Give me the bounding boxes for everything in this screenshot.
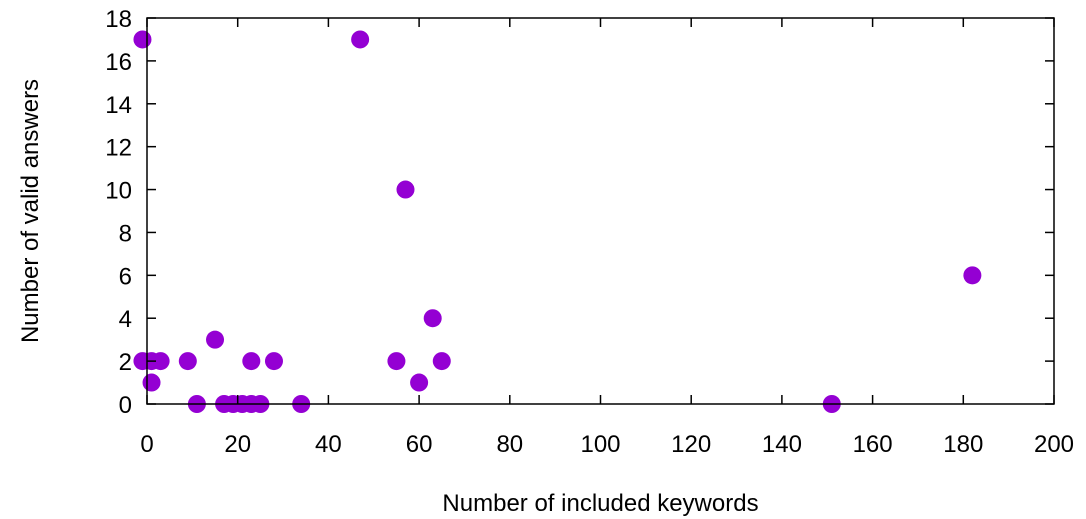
x-tick-label: 160 (853, 431, 893, 458)
x-tick-label: 60 (406, 431, 433, 458)
y-tick-label: 0 (119, 392, 132, 419)
y-tick-label: 6 (119, 263, 132, 290)
data-point (264, 352, 283, 371)
x-tick-label: 40 (315, 431, 342, 458)
y-axis-title: Number of valid answers (17, 79, 44, 343)
x-axis-title: Number of included keywords (442, 490, 758, 517)
x-tick-label: 80 (496, 431, 523, 458)
data-point (963, 266, 982, 285)
data-point (242, 352, 261, 371)
data-point (432, 352, 451, 371)
y-tick-label: 12 (105, 135, 132, 162)
data-point (396, 180, 415, 199)
data-point (151, 352, 170, 371)
x-tick-label: 140 (762, 431, 802, 458)
y-tick-label: 14 (105, 92, 132, 119)
data-point (206, 330, 225, 349)
y-tick-label: 10 (105, 178, 132, 205)
x-tick-label: 20 (224, 431, 251, 458)
axis-ticks: 0 20 40 60 80 100 120 140 160 180 200 0 2 4 6 8 10 12 14 16… (105, 6, 1074, 458)
data-point (178, 352, 197, 371)
y-tick-label: 16 (105, 49, 132, 76)
data-point (410, 373, 429, 392)
data-point (142, 373, 161, 392)
data-points (133, 30, 982, 413)
x-tick-label: 0 (140, 431, 153, 458)
y-tick-label: 4 (119, 306, 132, 333)
y-tick-label: 2 (119, 349, 132, 376)
data-point (133, 30, 152, 49)
x-tick-label: 100 (580, 431, 620, 458)
x-tick-label: 200 (1034, 431, 1074, 458)
plot-frame (146, 17, 1055, 405)
data-point (351, 30, 370, 49)
y-tick-label: 8 (119, 220, 132, 247)
data-point (423, 309, 442, 328)
x-tick-label: 120 (671, 431, 711, 458)
data-point (387, 352, 406, 371)
x-tick-label: 180 (943, 431, 983, 458)
y-tick-label: 18 (105, 6, 132, 33)
